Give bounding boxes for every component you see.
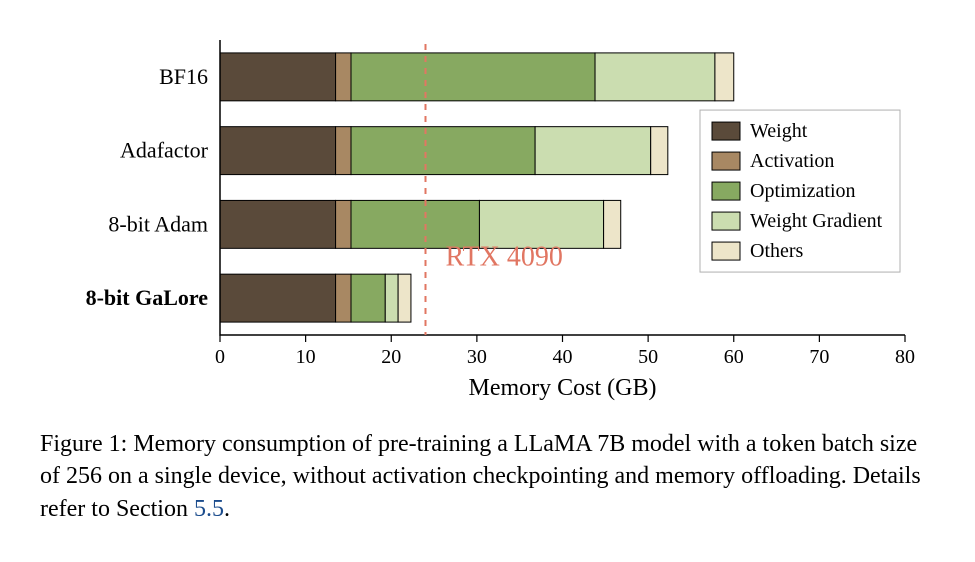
legend-label: Others bbox=[750, 240, 804, 262]
legend-swatch bbox=[712, 122, 740, 140]
bar-segment-optimization bbox=[351, 53, 595, 101]
chart-svg: 0 10 20 30 40 50 60 70 80 Memory Cost (GB) BF16 Ada… bbox=[40, 20, 935, 410]
legend-label: Weight bbox=[750, 120, 808, 142]
bar-segment-activation bbox=[336, 274, 351, 322]
bar-segment-optimization bbox=[351, 274, 385, 322]
bar-segment-weight bbox=[220, 127, 336, 175]
bar-segment-others bbox=[651, 127, 668, 175]
xtick-label: 0 bbox=[215, 346, 225, 368]
legend-swatch bbox=[712, 182, 740, 200]
category-label: BF16 bbox=[159, 64, 208, 89]
x-axis-label: Memory Cost (GB) bbox=[469, 375, 657, 401]
xtick-label: 30 bbox=[467, 346, 487, 368]
figure-caption: Figure 1: Memory consumption of pre-trai… bbox=[40, 428, 935, 525]
category-label: 8-bit Adam bbox=[108, 211, 208, 236]
bar-segment-weight_gradient bbox=[595, 53, 715, 101]
legend-swatch bbox=[712, 212, 740, 230]
bar-segment-activation bbox=[336, 53, 351, 101]
category-label: 8-bit GaLore bbox=[86, 285, 209, 310]
bar-segment-activation bbox=[336, 127, 351, 175]
bar-segment-optimization bbox=[351, 127, 535, 175]
legend-swatch bbox=[712, 152, 740, 170]
xtick-label: 60 bbox=[724, 346, 744, 368]
xtick-label: 20 bbox=[381, 346, 401, 368]
bar-segment-others bbox=[604, 200, 621, 248]
xtick-label: 10 bbox=[296, 346, 316, 368]
caption-body-2: . bbox=[224, 496, 230, 522]
category-label: Adafactor bbox=[120, 138, 209, 163]
bar-segment-weight_gradient bbox=[385, 274, 398, 322]
section-link[interactable]: 5.5 bbox=[194, 496, 224, 522]
legend-label: Weight Gradient bbox=[750, 210, 883, 232]
memory-cost-chart: 0 10 20 30 40 50 60 70 80 Memory Cost (GB) BF16 Ada… bbox=[40, 20, 935, 410]
legend-label: Optimization bbox=[750, 180, 856, 202]
bar-segment-others bbox=[398, 274, 411, 322]
bar-segment-activation bbox=[336, 200, 351, 248]
bar-segment-weight bbox=[220, 200, 336, 248]
bar-segment-others bbox=[715, 53, 734, 101]
caption-prefix: Figure 1: bbox=[40, 431, 127, 457]
xtick-label: 80 bbox=[895, 346, 915, 368]
caption-body: Memory consumption of pre-training a LLa… bbox=[40, 431, 921, 522]
xtick-label: 50 bbox=[638, 346, 658, 368]
figure-container: 0 10 20 30 40 50 60 70 80 Memory Cost (GB) BF16 Ada… bbox=[0, 0, 975, 562]
xtick-label: 40 bbox=[553, 346, 573, 368]
rtx-4090-label: RTX 4090 bbox=[446, 241, 563, 272]
legend-swatch bbox=[712, 242, 740, 260]
xtick-label: 70 bbox=[809, 346, 829, 368]
bar-segment-weight bbox=[220, 53, 336, 101]
legend-label: Activation bbox=[750, 150, 834, 172]
bar-segment-weight_gradient bbox=[535, 127, 651, 175]
bar-segment-weight bbox=[220, 274, 336, 322]
